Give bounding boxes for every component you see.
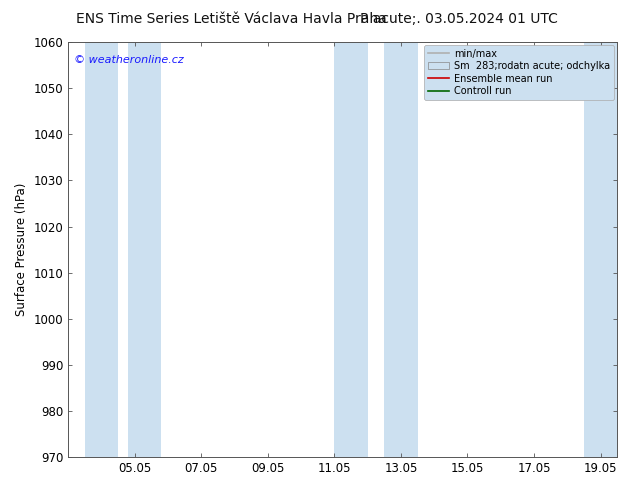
Text: P acute;. 03.05.2024 01 UTC: P acute;. 03.05.2024 01 UTC: [360, 12, 558, 26]
Text: © weatheronline.cz: © weatheronline.cz: [74, 54, 183, 65]
Legend: min/max, Sm  283;rodatn acute; odchylka, Ensemble mean run, Controll run: min/max, Sm 283;rodatn acute; odchylka, …: [424, 45, 614, 100]
Bar: [128, 42, 161, 457]
Y-axis label: Surface Pressure (hPa): Surface Pressure (hPa): [15, 183, 28, 316]
Bar: [384, 42, 418, 457]
Bar: [334, 42, 368, 457]
Bar: [584, 42, 617, 457]
Bar: [85, 42, 118, 457]
Text: ENS Time Series Letiště Václava Havla Praha: ENS Time Series Letiště Václava Havla Pr…: [76, 12, 387, 26]
